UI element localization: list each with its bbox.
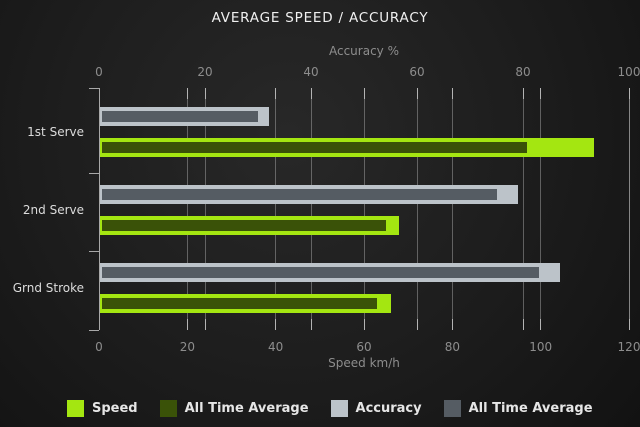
left-axis-tick-3 [89, 330, 99, 331]
left-axis-line [99, 88, 100, 330]
chart-title: AVERAGE SPEED / ACCURACY [211, 10, 429, 26]
top-tick-label-100: 100 [617, 65, 640, 79]
left-axis-tick-0 [89, 88, 99, 89]
top-gridline-100 [628, 88, 630, 330]
bottom-tick-label-0: 0 [95, 340, 103, 354]
speed-all-time-average-bar-2 [102, 220, 387, 231]
top-tick-40 [310, 319, 312, 330]
bottom-tick-100 [540, 319, 542, 330]
speed-bar-1 [99, 138, 594, 157]
bottom-gridline-120 [628, 88, 630, 330]
top-gridline-60 [416, 88, 418, 330]
legend-item-2: All Time Average [159, 399, 309, 417]
accuracy-bar-1 [99, 107, 269, 126]
bottom-tick-60 [363, 319, 365, 330]
legend-swatch-icon [443, 399, 461, 417]
bottom-gridline-40 [275, 88, 277, 330]
bottom-tick-20 [186, 88, 188, 99]
category-label-2: 2nd Serve [22, 203, 84, 217]
accuracy-all-time-average-bar-1 [102, 111, 258, 122]
left-axis-tick-2 [89, 251, 99, 252]
top-tick-20 [204, 88, 206, 99]
speed-all-time-average-bar-3 [102, 298, 378, 309]
bottom-tick-40 [275, 88, 277, 99]
legend-label: Accuracy [355, 400, 422, 416]
accuracy-bar-3 [99, 263, 561, 282]
top-tick-label-80: 80 [515, 65, 531, 79]
legend-item-3: Accuracy [330, 399, 422, 417]
top-tick-80 [522, 319, 524, 330]
legend-swatch-icon [330, 399, 348, 417]
top-tick-40 [310, 88, 312, 99]
top-tick-60 [416, 319, 418, 330]
bottom-tick-label-100: 100 [529, 340, 553, 354]
category-label-1: 1st Serve [27, 125, 84, 139]
bottom-gridline-60 [363, 88, 365, 330]
bottom-gridline-100 [540, 88, 542, 330]
speed-all-time-average-bar-1 [102, 142, 528, 153]
top-tick-label-0: 0 [95, 65, 103, 79]
top-gridline-20 [204, 88, 206, 330]
bottom-gridline-20 [186, 88, 188, 330]
top-tick-label-40: 40 [303, 65, 319, 79]
speed-bar-2 [99, 216, 400, 235]
legend-swatch-icon [67, 399, 84, 417]
legend-label: All Time Average [184, 400, 309, 416]
top-gridline-40 [310, 88, 312, 330]
left-axis-tick-1 [89, 173, 99, 174]
category-label-3: Grnd Stroke [12, 281, 84, 295]
accuracy-bar-2 [99, 185, 518, 204]
bottom-tick-40 [275, 319, 277, 330]
bottom-tick-label-60: 60 [356, 340, 372, 354]
bottom-tick-120 [628, 319, 630, 330]
bottom-tick-80 [451, 319, 453, 330]
accuracy-all-time-average-bar-3 [102, 267, 539, 278]
plot-area [99, 88, 630, 330]
top-tick-label-60: 60 [409, 65, 425, 79]
legend-item-1: Speed [67, 399, 138, 417]
top-axis-label: Accuracy % [328, 44, 399, 58]
top-tick-80 [522, 88, 524, 99]
accuracy-all-time-average-bar-2 [102, 189, 497, 200]
legend-label: All Time Average [468, 400, 593, 416]
legend-item-4: All Time Average [443, 399, 593, 417]
bottom-tick-label-120: 120 [617, 340, 640, 354]
bottom-tick-80 [451, 88, 453, 99]
bottom-tick-120 [628, 88, 630, 99]
legend: Speed All Time Average Accuracy All Time Av… [67, 398, 593, 418]
speed-bar-3 [99, 294, 391, 313]
bottom-tick-60 [363, 88, 365, 99]
top-gridline-80 [522, 88, 524, 330]
bottom-tick-label-80: 80 [444, 340, 460, 354]
bottom-tick-label-40: 40 [268, 340, 284, 354]
legend-swatch-icon [159, 399, 177, 417]
bottom-axis-label: Speed km/h [328, 356, 400, 370]
bottom-tick-label-20: 20 [179, 340, 195, 354]
bottom-gridline-80 [451, 88, 453, 330]
bottom-tick-20 [186, 319, 188, 330]
top-tick-20 [204, 319, 206, 330]
top-tick-label-20: 20 [197, 65, 213, 79]
top-tick-60 [416, 88, 418, 99]
bottom-tick-100 [540, 88, 542, 99]
legend-label: Speed [92, 400, 138, 416]
